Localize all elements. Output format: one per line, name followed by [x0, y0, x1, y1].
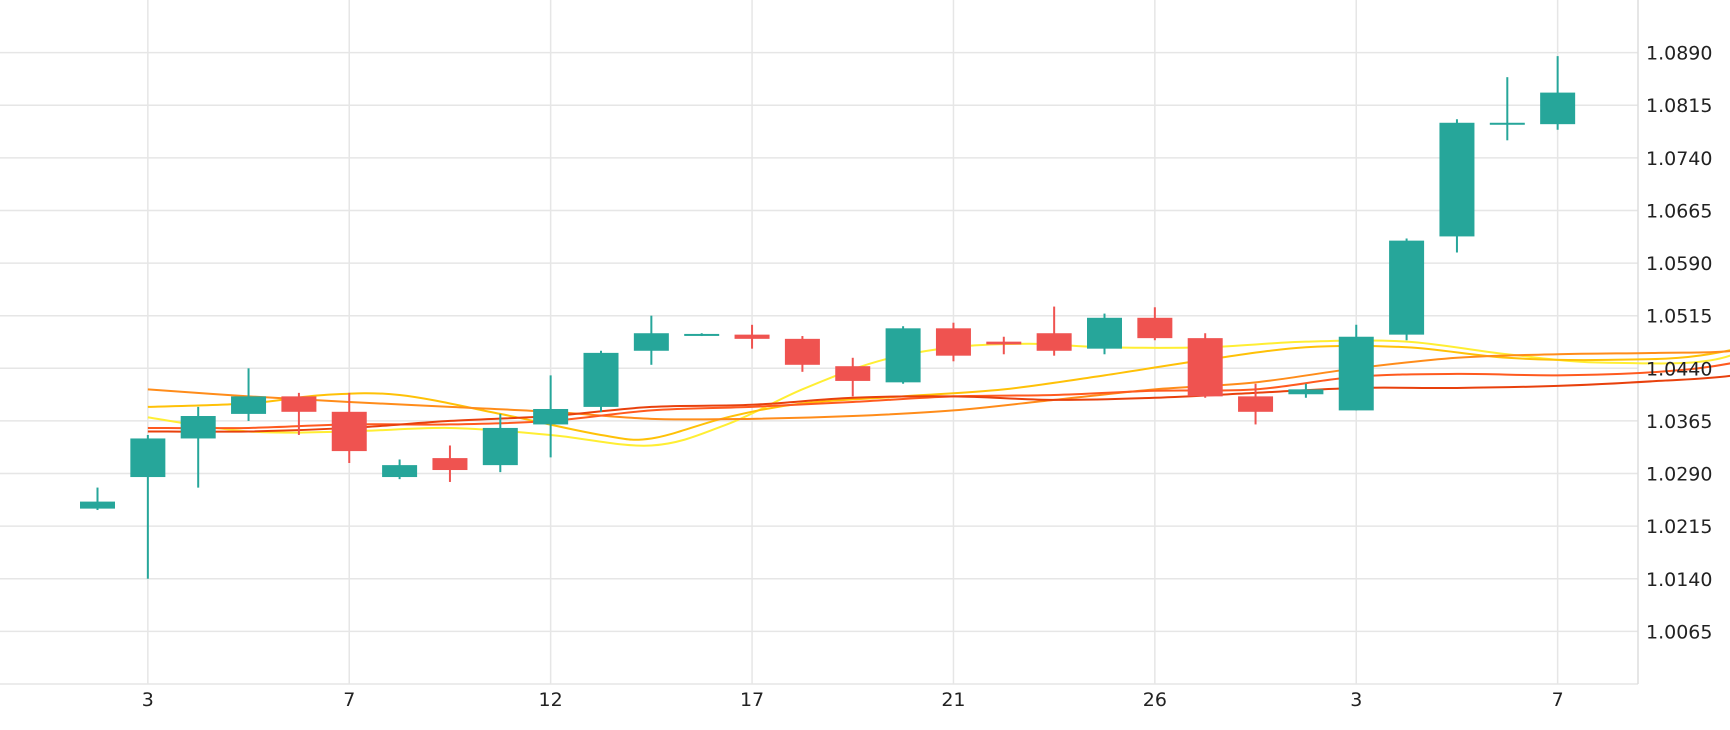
y-tick-label: 1.0140 — [1646, 569, 1712, 591]
candle-body — [482, 427, 518, 466]
y-tick-label: 1.0290 — [1646, 464, 1712, 486]
candle-body — [1389, 240, 1425, 335]
candle-body — [281, 396, 317, 412]
candle-body — [633, 333, 669, 351]
candles — [80, 56, 1576, 579]
y-tick-label: 1.0215 — [1646, 516, 1712, 538]
candle-up — [1389, 238, 1425, 341]
moving-average-lines — [147, 339, 1730, 447]
candle-up — [885, 326, 921, 384]
y-tick-label: 1.0740 — [1646, 148, 1712, 170]
candle-down — [734, 324, 770, 349]
candle-down — [986, 336, 1022, 355]
y-tick-label: 1.0365 — [1646, 411, 1712, 433]
candle-body — [382, 465, 418, 478]
x-tick-label: 7 — [343, 689, 355, 711]
candle-up — [1439, 119, 1475, 253]
candle-down — [1137, 307, 1173, 341]
moving-average-line — [147, 362, 1730, 430]
candle-body — [986, 341, 1022, 345]
candle-body — [935, 328, 971, 356]
candle-body — [533, 408, 569, 425]
candle-down — [835, 357, 871, 397]
axes: 1.0065 1.0140 1.0215 1.0290 1.0365 1.0440 1.05… — [142, 43, 1713, 711]
y-tick-label: 1.0665 — [1646, 200, 1712, 222]
candle-body — [432, 458, 468, 471]
moving-average-line — [147, 374, 1730, 433]
moving-average-line — [147, 339, 1730, 447]
candle-body — [180, 416, 216, 439]
y-tick-label: 1.0515 — [1646, 306, 1712, 328]
candle-body — [1338, 336, 1374, 411]
candle-body — [835, 366, 871, 381]
candle-up — [482, 413, 518, 473]
candle-body — [231, 396, 267, 414]
candle-up — [1338, 324, 1374, 411]
candle-body — [1187, 338, 1223, 397]
candle-body — [1036, 333, 1072, 351]
x-tick-label: 26 — [1143, 689, 1167, 711]
candle-up — [1087, 313, 1122, 355]
candle-down — [784, 336, 820, 372]
candle-body — [684, 333, 720, 336]
y-tick-label: 1.0590 — [1646, 253, 1712, 275]
candle-body — [885, 328, 921, 383]
candle-up — [583, 350, 619, 412]
candle-down — [331, 392, 367, 464]
candle-body — [1087, 317, 1122, 349]
candle-body — [1439, 122, 1475, 237]
candle-body — [1540, 92, 1576, 125]
candle-down — [935, 322, 971, 362]
x-tick-label: 21 — [941, 689, 965, 711]
candle-body — [1489, 122, 1525, 125]
candle-up — [80, 487, 115, 511]
candle-body — [80, 501, 115, 509]
candle-up — [231, 368, 267, 421]
x-tick-label: 3 — [1350, 689, 1362, 711]
y-tick-label: 1.0890 — [1646, 43, 1712, 65]
candle-down — [1036, 306, 1072, 356]
candle-body — [130, 438, 166, 478]
candle-body — [1288, 389, 1324, 395]
candle-up — [684, 333, 720, 337]
candle-up — [633, 315, 669, 365]
x-tick-label: 17 — [740, 689, 764, 711]
candle-up — [1540, 56, 1576, 130]
candle-body — [1137, 317, 1173, 339]
candle-down — [1187, 333, 1223, 398]
candle-up — [180, 406, 216, 488]
candle-down — [281, 392, 317, 435]
x-tick-label: 12 — [539, 689, 563, 711]
moving-average-line — [147, 350, 1730, 421]
candle-up — [130, 434, 166, 579]
x-tick-label: 7 — [1552, 689, 1564, 711]
y-tick-label: 1.0440 — [1646, 358, 1712, 380]
candle-up — [382, 459, 418, 480]
candle-up — [1489, 77, 1525, 141]
candle-body — [583, 352, 619, 407]
candle-body — [734, 334, 770, 339]
y-tick-label: 1.0065 — [1646, 621, 1712, 643]
candle-down — [1238, 383, 1274, 425]
candle-body — [331, 411, 367, 452]
candle-body — [1238, 396, 1274, 412]
y-tick-label: 1.0815 — [1646, 95, 1712, 117]
candle-body — [784, 338, 820, 365]
candle-down — [432, 445, 468, 482]
candle-up — [533, 375, 569, 458]
candle-up — [1288, 383, 1324, 398]
x-tick-label: 3 — [142, 689, 154, 711]
moving-average-line — [147, 344, 1730, 441]
